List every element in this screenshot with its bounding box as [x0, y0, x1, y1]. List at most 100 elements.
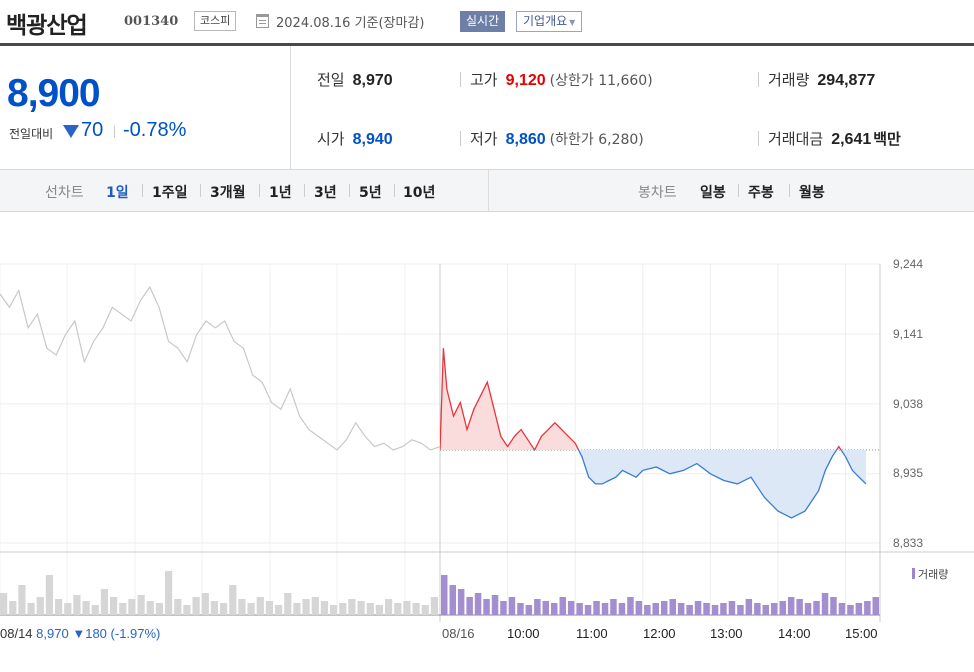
volume-bar: [804, 603, 812, 615]
divider: [758, 72, 759, 87]
tab-1w[interactable]: 1주일: [152, 185, 188, 201]
volume-bar: [491, 595, 499, 615]
tab-10y[interactable]: 10년: [403, 185, 436, 201]
volume-bar: [779, 601, 786, 615]
calendar-icon: [256, 14, 269, 28]
tab-3y[interactable]: 3년: [314, 185, 337, 201]
lower-limit: (하한가 6,280): [549, 132, 644, 148]
volume-bar: [375, 605, 383, 615]
volume-bar: [348, 599, 356, 615]
volume-bar: [183, 605, 191, 615]
company-overview-label: 기업개요: [523, 14, 568, 28]
tab-weekly[interactable]: 주봉: [748, 185, 774, 201]
volume-bar: [302, 599, 310, 615]
volume-bar: [457, 589, 465, 615]
volume-bar: [661, 601, 668, 615]
volume-bar: [339, 603, 347, 615]
volume-bar: [110, 597, 118, 615]
stat-value: 2,641: [831, 131, 872, 148]
volume-bar: [703, 603, 710, 615]
volume-bar: [330, 605, 338, 615]
volume-bar: [385, 599, 393, 615]
x-tick-label: 08/16: [442, 626, 475, 641]
tab-1d[interactable]: 1일: [106, 185, 129, 201]
volume-bar: [796, 599, 803, 615]
divider: [259, 184, 260, 197]
divider: [349, 184, 350, 197]
volume-bar: [36, 597, 44, 615]
tab-daily[interactable]: 일봉: [700, 185, 726, 201]
stat-label: 시가: [317, 130, 345, 148]
tab-5y[interactable]: 5년: [359, 185, 382, 201]
volume-bar: [265, 601, 273, 615]
price-chart[interactable]: 9,244 9,141 9,038 8,935 8,833 거래량 08/14 …: [0, 212, 974, 672]
divider: [114, 125, 115, 138]
volume-bar: [119, 603, 127, 615]
volume-bar: [720, 603, 727, 615]
previous-day-line: [0, 285, 441, 451]
stat-label: 거래량: [768, 71, 810, 89]
volume-bar: [174, 599, 182, 615]
change-rate: -0.78%: [123, 119, 187, 141]
stat-value: 8,860: [505, 131, 546, 148]
volume-bar: [508, 597, 516, 615]
volume-bar: [830, 597, 837, 615]
stock-code: 001340: [124, 14, 179, 29]
volume-bar: [229, 585, 237, 615]
volume-bar: [534, 599, 541, 615]
tab-3m[interactable]: 3개월: [210, 185, 246, 201]
divider: [460, 131, 461, 146]
tab-1y[interactable]: 1년: [269, 185, 292, 201]
volume-bar: [762, 605, 769, 615]
volume-bar: [737, 605, 744, 615]
volume-bar: [771, 603, 778, 615]
stat-prev-close: 전일 8,970: [317, 69, 393, 90]
volume-bar: [686, 605, 693, 615]
current-price: 8,900: [7, 72, 101, 115]
volume-bar: [146, 601, 154, 615]
volume-bar: [542, 601, 549, 615]
tab-monthly[interactable]: 월봉: [799, 185, 825, 201]
stat-label: 저가: [470, 130, 498, 148]
volume-bar: [284, 593, 292, 615]
volume-bar: [128, 599, 136, 615]
divider: [488, 170, 489, 211]
x-tick-label: 14:00: [778, 626, 811, 641]
volume-bar: [847, 605, 854, 615]
stat-high: 고가 9,120 (상한가 11,660): [470, 69, 653, 90]
volume-bar: [275, 605, 283, 615]
volume-bar: [728, 601, 736, 615]
volume-bar: [551, 603, 558, 615]
volume-bar: [220, 603, 228, 615]
volume-bar: [576, 603, 583, 615]
volume-bar: [55, 599, 63, 615]
volume-bar: [864, 601, 871, 615]
volume-bar: [137, 595, 145, 615]
line-chart-label: 선차트: [45, 185, 84, 201]
volume-bar: [192, 597, 200, 615]
realtime-button[interactable]: 실시간: [460, 11, 506, 32]
x-tick-label: 15:00: [845, 626, 878, 641]
volume-bar: [430, 597, 438, 615]
y-tick-label: 8,935: [893, 466, 924, 480]
upper-limit: (상한가 11,660): [549, 73, 653, 89]
y-tick-label: 8,833: [893, 536, 924, 550]
volume-bar: [652, 603, 659, 615]
divider: [142, 184, 143, 197]
volume-bar: [525, 605, 533, 615]
change-value: 70: [81, 119, 104, 141]
volume-bar: [366, 603, 374, 615]
caret-down-icon: ▼: [569, 18, 576, 27]
company-overview-dropdown[interactable]: 기업개요 ▼: [516, 11, 583, 32]
stat-label: 고가: [470, 71, 498, 89]
current-price-panel: 8,900 전일대비 70 -0.78%: [0, 46, 291, 169]
stat-volume: 거래량 294,877: [768, 69, 875, 90]
company-name: 백광산업: [6, 13, 88, 39]
chart-tab-bar: 선차트 1일 1주일 3개월 1년 3년 5년 10년 봉차트 일봉 주봉 월봉: [0, 169, 974, 212]
volume-swatch: [912, 568, 915, 579]
stat-value: 8,970: [352, 72, 393, 89]
volume-bar: [441, 575, 448, 615]
volume-bar: [618, 603, 626, 615]
volume-bar: [466, 597, 473, 615]
volume-bar: [100, 589, 108, 615]
